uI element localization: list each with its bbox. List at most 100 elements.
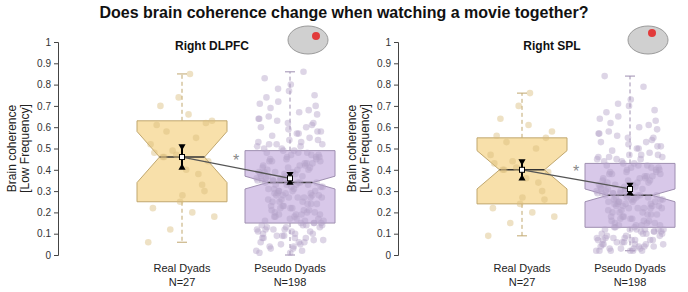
data-point: [303, 124, 310, 131]
whisker-cap-upper: [177, 73, 187, 74]
y-tick-label: 0.2: [37, 207, 51, 218]
data-point: [261, 75, 268, 82]
data-point: [310, 230, 317, 237]
error-cap-upper: [178, 144, 185, 150]
data-point: [201, 188, 208, 195]
data-point: [634, 205, 641, 212]
data-point: [613, 156, 620, 163]
data-point: [163, 128, 170, 135]
data-point: [629, 198, 636, 205]
y-tick-label: 0.8: [377, 79, 391, 90]
plot-area: [137, 69, 335, 256]
mean-marker: [520, 167, 525, 172]
data-point: [645, 179, 652, 186]
chart-root: Does brain coherence change when watchin…: [0, 0, 688, 292]
data-point: [294, 194, 301, 201]
data-point: [270, 226, 277, 233]
data-point: [603, 162, 610, 169]
data-point: [515, 103, 522, 110]
y-tick: 0.4: [37, 165, 58, 176]
data-point: [615, 100, 622, 107]
box: [585, 163, 675, 227]
y-tick-label: 0.3: [377, 186, 391, 197]
whisker-lower: [522, 204, 523, 236]
error-cap-lower: [518, 174, 525, 180]
data-point: [602, 226, 609, 233]
data-point: [651, 107, 658, 114]
data-point: [627, 96, 634, 103]
y-tick: 0.9: [377, 58, 398, 69]
data-point: [639, 186, 646, 193]
data-point: [266, 141, 273, 148]
data-point: [519, 194, 526, 201]
box: [477, 138, 567, 204]
data-point: [257, 100, 264, 107]
y-axis: 00.10.20.30.40.50.60.70.80.91: [377, 37, 398, 261]
data-point: [655, 226, 662, 233]
data-point: [266, 243, 273, 250]
x-tick-label: Real DyadsN=27: [154, 262, 211, 288]
data-point: [258, 124, 265, 131]
y-tick-label: 0.7: [37, 101, 51, 112]
data-point: [211, 213, 218, 220]
data-point: [625, 135, 632, 142]
y-tick-mark: [54, 85, 58, 86]
data-point: [310, 237, 317, 244]
data-point: [654, 126, 661, 133]
data-point: [606, 245, 613, 252]
data-point: [499, 167, 506, 174]
brain-icon: [288, 26, 328, 54]
y-tick: 0.4: [377, 165, 398, 176]
data-point: [615, 113, 622, 120]
data-point: [631, 224, 638, 231]
data-point: [179, 192, 186, 199]
data-point: [625, 205, 632, 212]
data-point: [297, 143, 304, 150]
data-point: [608, 213, 615, 220]
data-point: [606, 154, 613, 161]
data-point: [145, 239, 152, 246]
data-point: [625, 141, 632, 148]
data-point: [315, 137, 322, 144]
data-point: [281, 226, 288, 233]
data-point: [637, 156, 644, 163]
data-point: [304, 209, 311, 216]
data-point: [503, 139, 510, 146]
data-point: [267, 105, 274, 112]
y-tick-mark: [394, 212, 398, 213]
y-axis-title: Brain coherence[Low Frequency]: [345, 104, 372, 193]
y-tick-label: 0.5: [377, 143, 391, 154]
data-point: [311, 92, 318, 99]
y-tick: 1: [385, 37, 398, 48]
data-point: [655, 152, 662, 159]
y-tick-label: 0.5: [37, 143, 51, 154]
data-point: [517, 201, 524, 208]
mean-marker: [180, 155, 185, 160]
data-point: [305, 107, 312, 114]
data-point: [305, 181, 312, 188]
data-point: [289, 205, 296, 212]
data-point: [273, 141, 280, 148]
y-tick: 0.5: [377, 143, 398, 154]
data-point: [275, 86, 282, 93]
data-point: [293, 181, 300, 188]
box: [245, 151, 335, 223]
mean-marker: [288, 176, 293, 181]
y-tick-label: 0: [45, 250, 51, 261]
data-point: [314, 201, 321, 208]
y-tick-label: 1: [385, 37, 391, 48]
mean-marker: [628, 186, 633, 191]
data-point: [177, 198, 184, 205]
data-point: [493, 132, 500, 139]
data-point: [610, 190, 617, 197]
y-tick-mark: [394, 127, 398, 128]
data-point: [285, 120, 292, 127]
data-point: [549, 128, 556, 135]
data-point: [311, 209, 318, 216]
data-point: [609, 171, 616, 178]
data-point: [646, 149, 653, 156]
x-tick-label: Real DyadsN=27: [494, 262, 551, 288]
y-tick: 0.7: [377, 101, 398, 112]
y-tick-mark: [54, 234, 58, 235]
y-tick-mark: [54, 63, 58, 64]
